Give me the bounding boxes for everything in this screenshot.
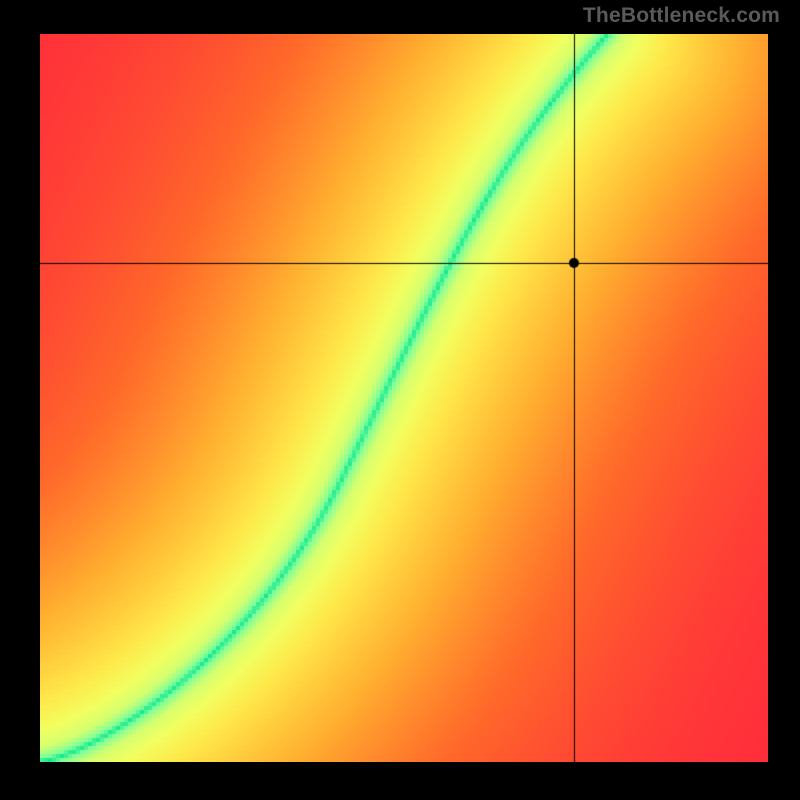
bottleneck-heatmap [40, 34, 768, 762]
chart-container: TheBottleneck.com [0, 0, 800, 800]
attribution-text: TheBottleneck.com [583, 4, 780, 28]
